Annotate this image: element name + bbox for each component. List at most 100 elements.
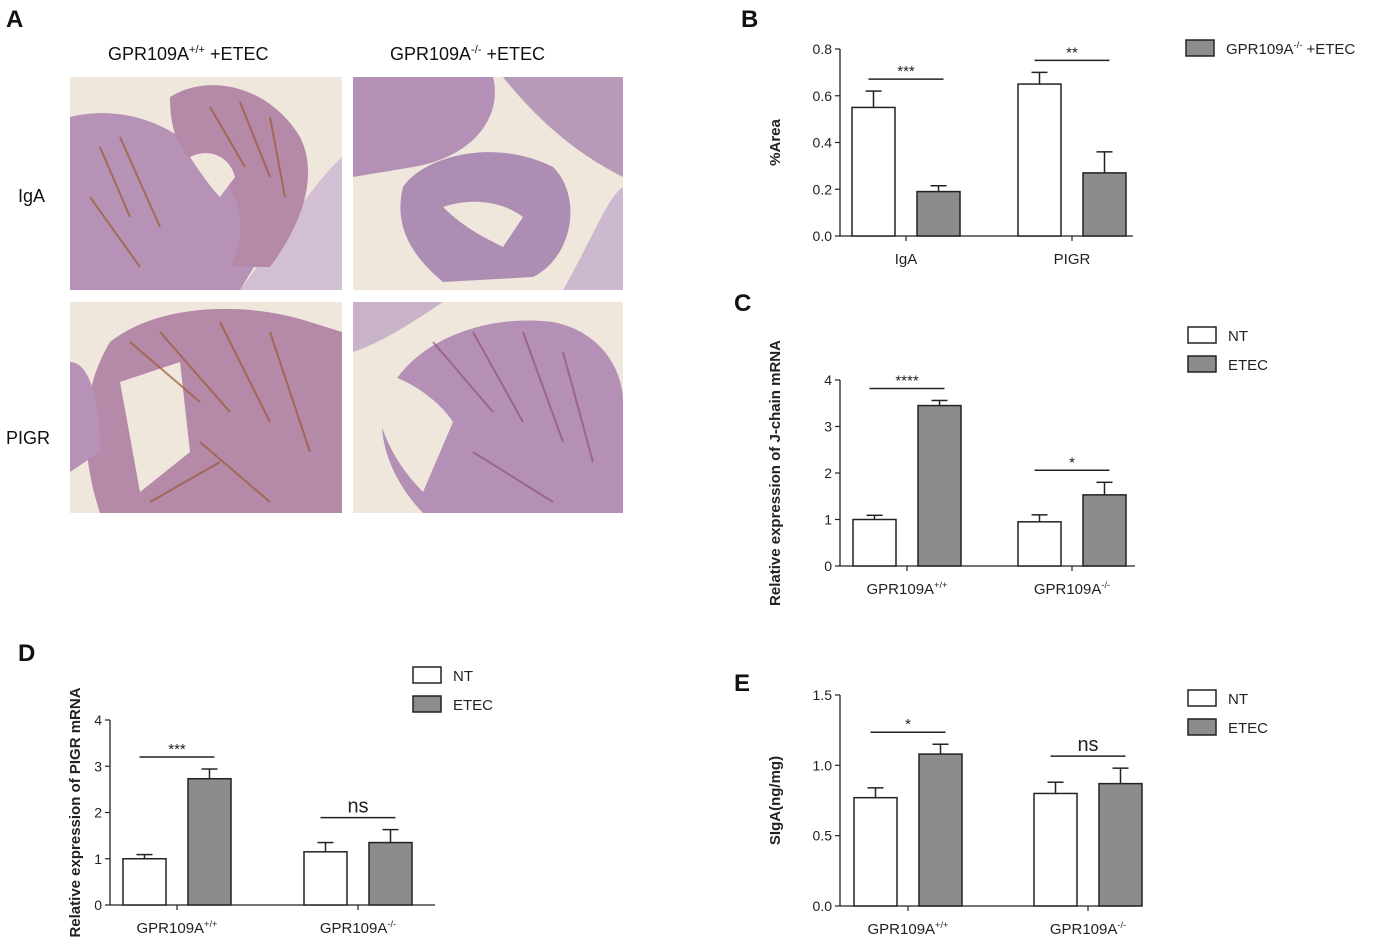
bar bbox=[1082, 494, 1127, 567]
legend-label-superscript: -/- bbox=[1294, 40, 1303, 50]
panel-a-column-title-wildtype: GPR109A+/+ +ETEC bbox=[108, 44, 268, 65]
bar bbox=[916, 190, 961, 237]
bar bbox=[1017, 521, 1062, 567]
y-axis-label: SIgA(ng/mg) bbox=[767, 756, 784, 845]
y-tick-label: 0.0 bbox=[813, 898, 833, 914]
x-tick-label: GPR109A-/- bbox=[1034, 580, 1110, 598]
y-tick-label: 0.2 bbox=[813, 181, 833, 197]
significance-label: * bbox=[1069, 454, 1075, 471]
x-tick-label: GPR109A-/- bbox=[320, 919, 396, 937]
y-tick-label: 4 bbox=[94, 712, 102, 728]
chart-c-jchain-expression: 0 1 2 3 4 Relative expression of J-chain mRNA… bbox=[767, 326, 1268, 606]
x-tick-label-main: GPR109A bbox=[137, 920, 205, 937]
y-tick-label: 1.0 bbox=[813, 757, 833, 773]
legend-label-main: NT bbox=[1228, 328, 1248, 345]
x-tick-label-main: GPR109A bbox=[867, 581, 935, 598]
x-tick-label-main: GPR109A bbox=[320, 920, 388, 937]
y-tick-label: 2 bbox=[824, 465, 832, 481]
y-tick-label: 1 bbox=[824, 512, 832, 528]
bar bbox=[1017, 83, 1062, 237]
x-tick-label-superscript: +/+ bbox=[204, 919, 217, 929]
legend-swatch bbox=[412, 695, 442, 713]
legend-label: ETEC bbox=[1228, 720, 1268, 737]
x-tick-label: IgA bbox=[895, 251, 918, 268]
y-tick-label: 0.5 bbox=[813, 828, 833, 844]
column-title-suffix: +ETEC bbox=[481, 44, 545, 64]
legend-label: NT bbox=[1228, 328, 1248, 345]
panel-a-column-title-knockout: GPR109A-/- +ETEC bbox=[390, 44, 545, 65]
y-tick-label: 1 bbox=[94, 851, 102, 867]
panel-a-row-label-iga: IgA bbox=[18, 186, 46, 206]
legend-label-main: NT bbox=[1228, 691, 1248, 708]
y-tick-label: 0.4 bbox=[813, 135, 833, 151]
panel-label-c: C bbox=[734, 290, 752, 317]
significance-label: *** bbox=[168, 741, 186, 758]
bar bbox=[303, 851, 348, 906]
y-axis-label: Relative expression of J-chain mRNA bbox=[767, 340, 784, 606]
significance-label: *** bbox=[897, 63, 915, 80]
legend-label-suffix: +ETEC bbox=[1302, 41, 1355, 58]
y-tick-label: 2 bbox=[94, 805, 102, 821]
legend-label-main: ETEC bbox=[1228, 720, 1268, 737]
bar bbox=[1082, 172, 1127, 237]
y-tick-label: 1.5 bbox=[813, 687, 833, 703]
significance-label: * bbox=[905, 716, 911, 733]
legend-label-main: ETEC bbox=[1228, 357, 1268, 374]
micrograph-pigr-wildtype bbox=[70, 302, 342, 513]
x-tick-label: GPR109A-/- bbox=[1050, 920, 1126, 938]
bar bbox=[368, 841, 413, 906]
x-tick-label: GPR109A+/+ bbox=[137, 919, 218, 937]
legend-label: ETEC bbox=[453, 697, 493, 714]
column-title-superscript: +/+ bbox=[189, 44, 205, 56]
x-tick-label-superscript: +/+ bbox=[935, 920, 948, 930]
y-tick-label: 3 bbox=[94, 758, 102, 774]
legend-swatch bbox=[1187, 355, 1217, 373]
significance-label: ** bbox=[1066, 44, 1078, 61]
legend-swatch bbox=[1187, 326, 1217, 344]
x-tick-label: PIGR bbox=[1054, 251, 1091, 268]
legend-swatch bbox=[1187, 689, 1217, 707]
y-tick-label: 0.6 bbox=[813, 88, 833, 104]
bar bbox=[1033, 792, 1078, 907]
bar bbox=[852, 518, 897, 567]
x-tick-label-superscript: -/- bbox=[1117, 920, 1126, 930]
y-axis-label: Relative expression of PIGR mRNA bbox=[67, 687, 84, 937]
bar bbox=[187, 777, 232, 906]
panel-label-e: E bbox=[734, 670, 751, 697]
legend-swatch bbox=[1187, 718, 1217, 736]
significance-label: **** bbox=[895, 372, 919, 389]
legend-label-main: NT bbox=[453, 668, 473, 685]
panel-label-b: B bbox=[741, 6, 759, 33]
column-title-superscript: -/- bbox=[471, 44, 482, 56]
x-tick-label-main: GPR109A bbox=[1034, 581, 1102, 598]
legend-label: NT bbox=[453, 668, 473, 685]
bar bbox=[917, 404, 962, 567]
chart-d-pigr-expression: 0 1 2 3 4 Relative expression of PIGR mRNA GPR… bbox=[67, 666, 493, 938]
y-tick-label: 0 bbox=[94, 897, 102, 913]
y-tick-label: 4 bbox=[824, 372, 832, 388]
legend-label: NT bbox=[1228, 691, 1248, 708]
significance-label: ns bbox=[1077, 734, 1098, 756]
x-tick-label-superscript: +/+ bbox=[934, 580, 947, 590]
column-title-suffix: +ETEC bbox=[204, 44, 269, 64]
column-title-gene: GPR109A bbox=[108, 44, 190, 64]
x-tick-label-main: GPR109A bbox=[1050, 921, 1118, 938]
column-title-gene: GPR109A bbox=[390, 44, 472, 64]
chart-b-iga-pigr-area: 0.0 0.2 0.4 0.6 0.8 %Area IgA *** PIGR ** GPR109A +… bbox=[767, 39, 1355, 268]
legend-label: GPR109A-/- +ETEC bbox=[1226, 40, 1355, 58]
legend-label-main: ETEC bbox=[453, 697, 493, 714]
x-tick-label-main: GPR109A bbox=[868, 921, 936, 938]
bar bbox=[918, 753, 963, 907]
x-tick-label-superscript: -/- bbox=[1101, 580, 1110, 590]
bar bbox=[1098, 782, 1143, 907]
y-tick-label: 0.0 bbox=[813, 228, 833, 244]
legend-swatch bbox=[412, 666, 442, 684]
micrograph-iga-wildtype bbox=[70, 77, 342, 290]
bar bbox=[851, 106, 896, 237]
micrograph-iga-knockout bbox=[353, 77, 623, 290]
chart-e-siga-level: 0.00.51.01.5SIgA(ng/mg)GPR109A+/+*GPR109… bbox=[767, 687, 1268, 938]
y-tick-label: 0 bbox=[824, 558, 832, 574]
micrograph-pigr-knockout bbox=[353, 302, 623, 513]
bar bbox=[122, 858, 167, 906]
y-tick-label: 3 bbox=[824, 419, 832, 435]
